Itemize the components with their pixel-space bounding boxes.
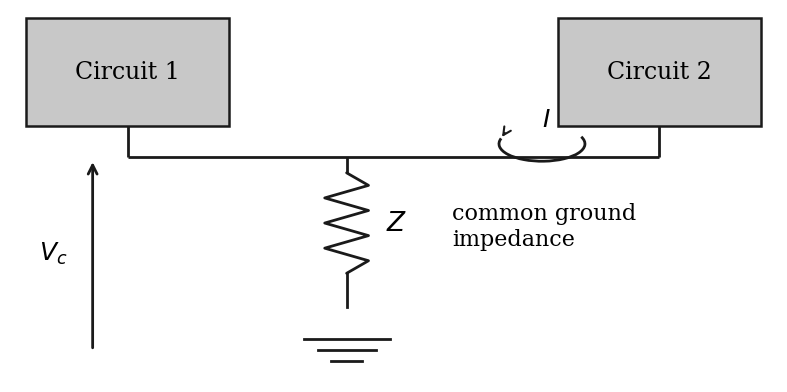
FancyBboxPatch shape (558, 18, 761, 127)
Text: $Z$: $Z$ (386, 211, 407, 236)
Text: $V_c$: $V_c$ (39, 241, 68, 267)
FancyBboxPatch shape (26, 18, 229, 127)
Text: $I$: $I$ (541, 109, 550, 132)
Text: Circuit 1: Circuit 1 (76, 61, 180, 84)
Text: common ground
impedance: common ground impedance (452, 203, 637, 250)
Text: Circuit 2: Circuit 2 (607, 61, 711, 84)
